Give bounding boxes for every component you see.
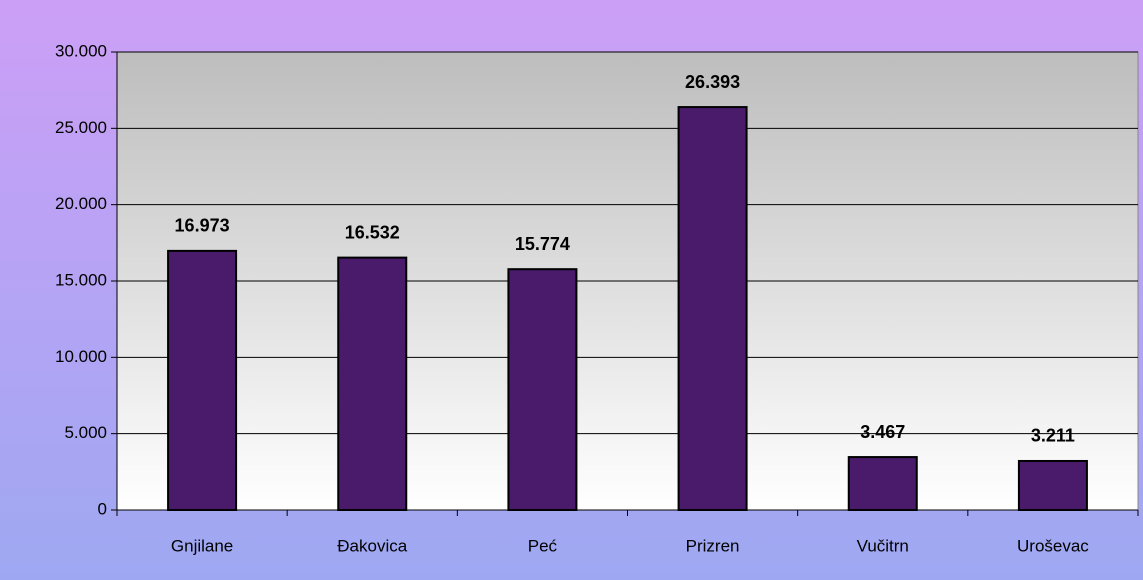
- bar: [847, 456, 918, 511]
- y-tick-label: 20.000: [55, 194, 107, 213]
- x-tick-label: Uroševac: [1017, 536, 1089, 555]
- bar: [507, 268, 578, 511]
- x-tick-label: Peć: [528, 536, 558, 555]
- bar: [167, 249, 238, 511]
- x-tick-label: Vučitrn: [857, 536, 909, 555]
- value-label: 3.467: [860, 422, 905, 442]
- value-label: 16.973: [175, 216, 230, 236]
- y-tick-label: 10.000: [55, 347, 107, 366]
- y-tick-label: 30.000: [55, 41, 107, 60]
- bar: [677, 106, 748, 511]
- x-tick-label: Đakovica: [337, 536, 407, 555]
- value-label: 16.532: [345, 222, 400, 242]
- y-tick-label: 25.000: [55, 118, 107, 137]
- y-tick-label: 0: [98, 499, 107, 518]
- value-label: 15.774: [515, 234, 570, 254]
- bar: [1017, 459, 1088, 511]
- y-tick-label: 15.000: [55, 270, 107, 289]
- x-tick-label: Prizren: [686, 536, 740, 555]
- bar: [337, 256, 408, 512]
- value-label: 3.211: [1031, 426, 1075, 446]
- y-tick-label: 5.000: [64, 423, 107, 442]
- x-tick-label: Gnjilane: [171, 536, 233, 555]
- value-label: 26.393: [685, 72, 740, 92]
